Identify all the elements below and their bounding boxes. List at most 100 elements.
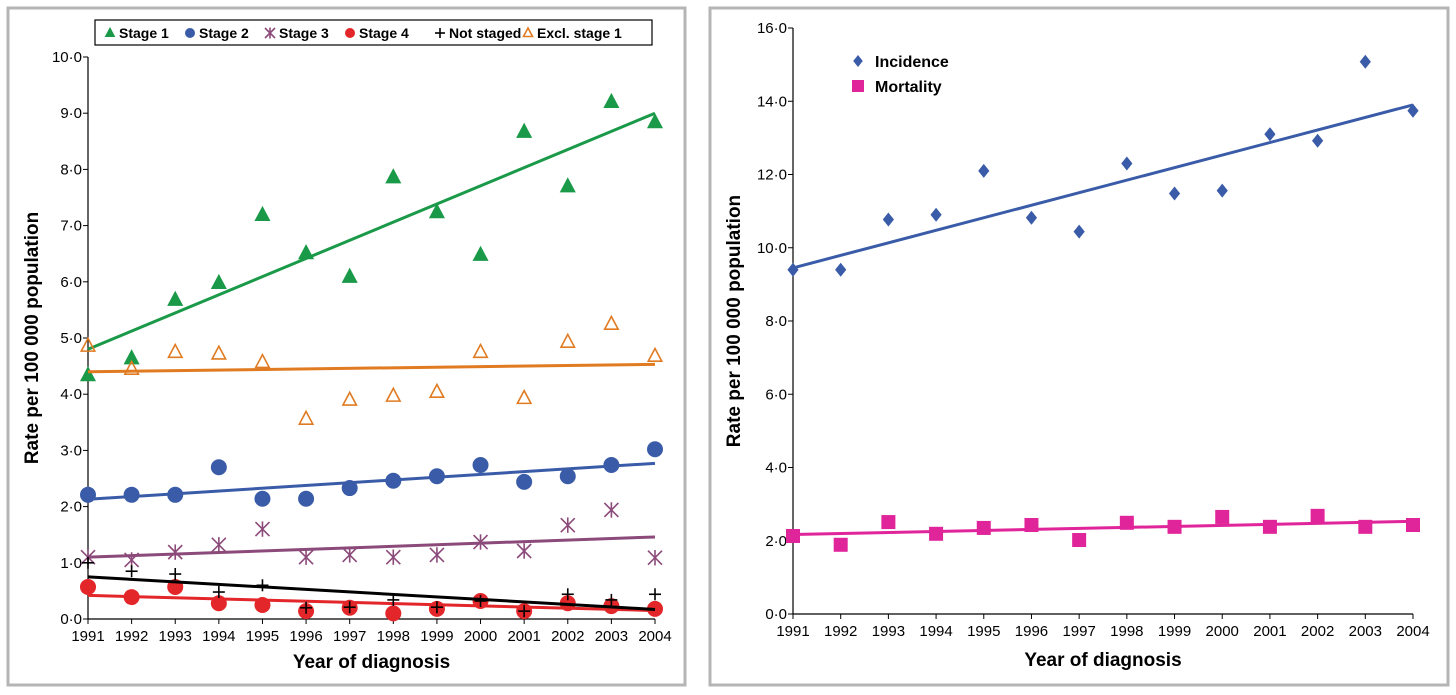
legend-label: Stage 1 — [119, 25, 169, 41]
series-stage-1 — [79, 92, 664, 382]
legend-marker — [853, 55, 863, 67]
data-point — [518, 605, 531, 618]
data-point — [341, 267, 358, 283]
data-point — [428, 203, 445, 219]
data-point — [1025, 210, 1038, 225]
data-point — [1310, 508, 1325, 523]
legend: Stage 1 Stage 2 Stage 3 Stage 4 Not staged Ex… — [94, 19, 653, 46]
y-tick-label: 5·0 — [60, 330, 82, 347]
y-tick-label: 7·0 — [60, 218, 82, 235]
legend: Incidence Mortality — [852, 54, 949, 96]
trend-line — [87, 461, 656, 501]
data-point — [167, 342, 184, 359]
data-point — [978, 163, 990, 178]
data-point — [211, 537, 227, 553]
left-panel-frame — [6, 6, 687, 687]
data-point — [79, 366, 97, 382]
data-point — [976, 520, 991, 535]
data-point — [647, 550, 663, 566]
y-tick-label: 9·0 — [60, 105, 82, 122]
y-tick-label: 10·0 — [52, 49, 82, 66]
right-panel-frame — [708, 6, 1450, 687]
data-point — [254, 521, 271, 537]
series-not-staged — [82, 556, 661, 618]
trend-line — [792, 103, 1414, 270]
legend-marker — [852, 80, 864, 92]
x-tick-label: 1994 — [919, 623, 952, 640]
data-point — [646, 113, 664, 129]
data-point — [646, 346, 664, 363]
data-point — [1073, 224, 1085, 239]
x-tick-label: 2004 — [1396, 623, 1429, 640]
series-excl-stage-1 — [79, 314, 664, 425]
legend-label: Not staged — [449, 25, 521, 41]
data-point — [385, 386, 402, 402]
data-point — [1312, 133, 1324, 148]
data-point — [430, 601, 443, 614]
data-point — [882, 212, 894, 227]
data-point — [123, 349, 140, 365]
legend-marker — [435, 28, 445, 38]
y-tick-label: 10·0 — [757, 240, 787, 257]
data-point — [1264, 127, 1276, 142]
y-tick-label: 0·0 — [765, 606, 787, 623]
data-point — [516, 473, 533, 490]
legend-label: Stage 3 — [279, 25, 329, 41]
stage-chart: 0·0 1·0 2·0 3·0 4·0 5·0 6·0 7·0 8·0 9·0 10·0 1991 19… — [22, 19, 672, 673]
x-tick-label: 1999 — [420, 628, 453, 645]
data-point — [1216, 183, 1228, 198]
data-point — [930, 207, 942, 222]
legend-marker — [522, 26, 534, 38]
trend-line — [87, 593, 656, 613]
x-tick-label: 2004 — [638, 628, 671, 645]
incidence-mortality-chart: 0·0 2·0 4·0 6·0 8·0 10·0 12·0 14·0 16·0 1991 1992 1… — [724, 20, 1430, 671]
data-point — [212, 586, 225, 599]
trend-line — [87, 535, 656, 559]
x-tick-label: 2003 — [595, 628, 628, 645]
data-point — [1215, 509, 1230, 524]
y-tick-label: 14·0 — [757, 93, 787, 110]
data-point — [472, 342, 489, 359]
data-point — [833, 537, 848, 552]
data-point — [80, 578, 96, 595]
data-point — [1407, 103, 1419, 118]
data-point — [929, 526, 944, 541]
x-tick-label: 1996 — [289, 628, 322, 645]
x-tick-label: 1998 — [1110, 623, 1143, 640]
legend-label: Stage 4 — [359, 25, 409, 41]
y-tick-label: 16·0 — [757, 20, 787, 37]
x-tick-label: 1995 — [246, 628, 279, 645]
data-point — [297, 409, 315, 425]
x-tick-label: 2003 — [1349, 623, 1382, 640]
x-axis-title: Year of diagnosis — [293, 652, 450, 673]
data-point — [210, 344, 227, 360]
data-point — [1168, 186, 1181, 201]
y-tick-label: 6·0 — [60, 274, 82, 291]
data-point — [167, 290, 184, 306]
data-point — [881, 515, 896, 530]
data-point — [472, 245, 489, 261]
data-point — [516, 543, 532, 559]
data-point — [1121, 156, 1133, 171]
x-tick-label: 1993 — [159, 628, 192, 645]
series-incidence — [787, 54, 1419, 277]
data-point — [254, 352, 271, 369]
x-tick-label: 1998 — [377, 628, 410, 645]
data-point — [169, 568, 182, 581]
x-tick-label: 1996 — [1015, 623, 1048, 640]
y-axis-title: Rate per 100 000 population — [724, 195, 745, 447]
legend-label: Mortality — [875, 79, 942, 96]
data-point — [82, 556, 94, 569]
data-point — [516, 122, 533, 138]
legend-marker — [185, 28, 195, 38]
y-tick-label: 4·0 — [60, 386, 82, 403]
data-point — [210, 459, 227, 476]
data-point — [561, 588, 574, 601]
trend-line — [87, 362, 656, 374]
data-point — [341, 390, 358, 406]
legend-label: Incidence — [875, 54, 949, 71]
x-tick-label: 1995 — [967, 623, 1000, 640]
data-point — [603, 92, 620, 109]
x-tick-label: 2001 — [1253, 623, 1286, 640]
x-tick-label: 1993 — [872, 623, 905, 640]
